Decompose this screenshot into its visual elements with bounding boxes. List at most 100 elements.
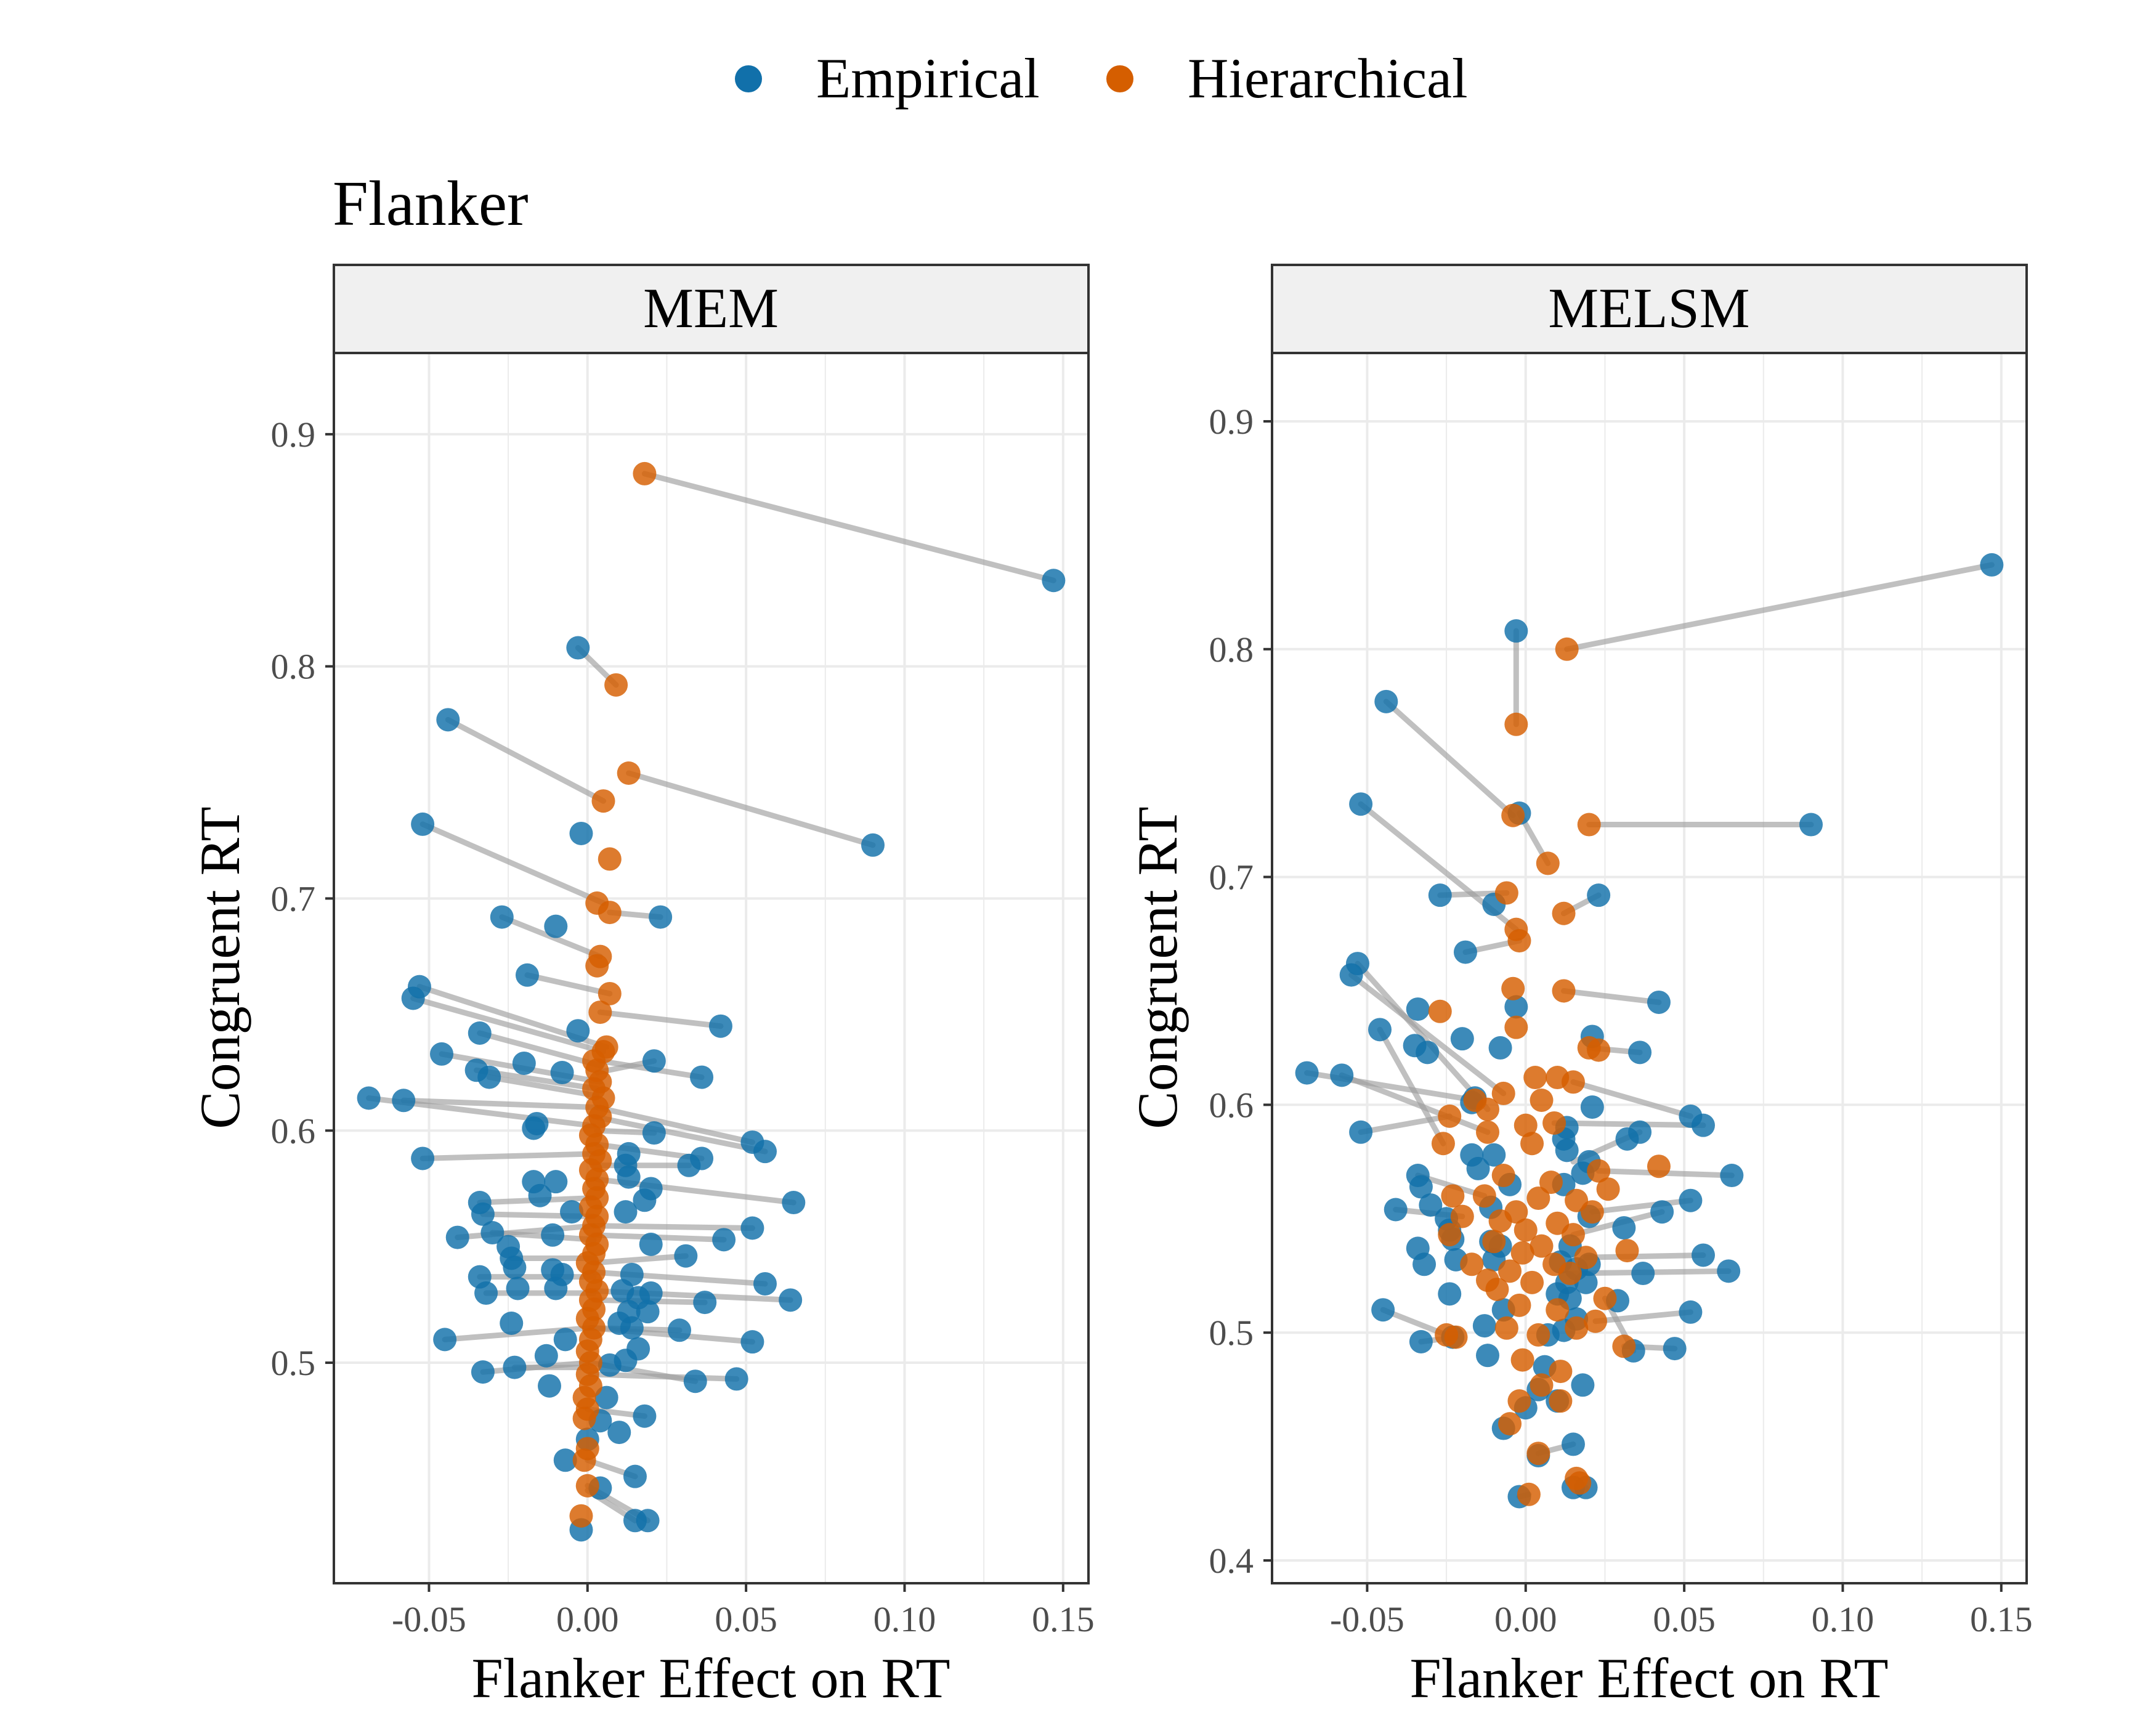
empirical-point	[436, 708, 460, 732]
x-axis-label-mem: Flanker Effect on RT	[471, 1647, 950, 1710]
empirical-point	[538, 1374, 561, 1398]
empirical-point	[1504, 619, 1528, 643]
empirical-point	[1692, 1243, 1715, 1267]
x-tick-label-melsm: 0.05	[1653, 1599, 1716, 1639]
empirical-point	[1663, 1337, 1687, 1361]
panel-mem: MEM -0.05 0.00 0.05 0.10 0.15 0.5 0.6 0.7 0.8 0.9…	[188, 264, 1095, 1710]
figure-title: Flanker	[333, 168, 529, 239]
empirical-point	[566, 1019, 590, 1043]
empirical-point	[512, 1051, 536, 1075]
x-tick-label-melsm: 0.10	[1812, 1599, 1874, 1639]
hierarchical-point	[1647, 1154, 1671, 1178]
empirical-point	[779, 1288, 803, 1312]
x-tick-label-melsm: 0.15	[1970, 1599, 2033, 1639]
hierarchical-point	[1507, 1293, 1531, 1317]
panel-strip-label-melsm: MELSM	[1548, 277, 1749, 339]
empirical-point	[1330, 1063, 1354, 1087]
empirical-point	[1580, 1095, 1604, 1119]
hierarchical-point	[569, 1504, 593, 1528]
empirical-point	[617, 1165, 641, 1189]
connector-line	[594, 1105, 755, 1145]
hierarchical-point	[604, 673, 628, 697]
hierarchical-point	[617, 761, 641, 785]
empirical-point	[1980, 553, 2004, 577]
empirical-point	[480, 1221, 505, 1245]
y-tick-label-melsm: 0.6	[1209, 1085, 1254, 1125]
connector-line	[641, 471, 1056, 583]
hierarchical-point	[1565, 1316, 1589, 1340]
hierarchical-point	[1568, 1471, 1592, 1495]
hierarchical-point	[1428, 999, 1452, 1023]
hierarchical-point	[1441, 1184, 1465, 1208]
hierarchical-point	[1555, 637, 1579, 661]
empirical-point	[674, 1244, 698, 1268]
empirical-point	[503, 1255, 527, 1280]
hierarchical-point	[1438, 1104, 1462, 1128]
connector-line	[419, 1151, 597, 1161]
x-tick-label-mem: -0.05	[392, 1599, 466, 1639]
empirical-point	[566, 636, 590, 660]
x-axis-label-melsm: Flanker Effect on RT	[1409, 1647, 1888, 1710]
hierarchical-point	[1546, 1298, 1570, 1322]
empirical-point	[677, 1153, 701, 1177]
hierarchical-point	[1491, 1164, 1515, 1188]
hierarchical-point	[1530, 1234, 1554, 1258]
empirical-point	[598, 1353, 622, 1377]
empirical-point	[560, 1200, 584, 1224]
empirical-point	[500, 1311, 524, 1335]
empirical-point	[471, 1360, 495, 1384]
empirical-point	[430, 1042, 453, 1066]
empirical-point	[1371, 1298, 1395, 1322]
connector-line	[1377, 1026, 1446, 1146]
connector-line	[400, 1097, 600, 1111]
x-tick-label-melsm: 0.00	[1494, 1599, 1557, 1639]
hierarchical-point	[1587, 1159, 1611, 1183]
hierarchical-point	[1498, 1259, 1522, 1283]
hierarchical-point	[1514, 1113, 1538, 1137]
empirical-point	[477, 1065, 501, 1089]
hierarchical-point	[1482, 1230, 1506, 1254]
points-melsm	[1295, 553, 2004, 1509]
empirical-point	[649, 905, 673, 929]
points-mem	[357, 461, 1066, 1542]
empirical-point	[712, 1228, 736, 1252]
legend: Empirical Hierarchical	[735, 47, 1468, 110]
y-tick-label-mem: 0.8	[271, 647, 316, 687]
connector-line	[1339, 1072, 1491, 1135]
x-tick-label-mem: 0.10	[873, 1599, 936, 1639]
hierarchical-point	[1523, 1066, 1547, 1090]
x-tick-label-mem: 0.00	[556, 1599, 619, 1639]
hierarchical-point	[1530, 1088, 1554, 1112]
empirical-point	[1374, 689, 1398, 713]
hierarchical-point	[598, 847, 622, 871]
hierarchical-point	[1552, 901, 1576, 925]
empirical-point	[1799, 813, 1823, 837]
hierarchical-point	[1552, 979, 1576, 1003]
empirical-point	[528, 1183, 552, 1207]
empirical-point	[468, 1021, 492, 1045]
plot-frame-mem	[333, 352, 1090, 1584]
empirical-point	[1349, 792, 1373, 816]
hierarchical-point	[1520, 1132, 1544, 1156]
y-axis-label-melsm: Congruent RT	[1126, 806, 1189, 1129]
hierarchical-point	[1615, 1239, 1639, 1263]
hierarchical-point	[598, 981, 622, 1005]
connector-line	[445, 716, 606, 804]
y-tick-label-melsm: 0.4	[1209, 1541, 1254, 1581]
connector-line	[597, 1009, 724, 1029]
hierarchical-point	[633, 461, 657, 485]
empirical-point	[633, 1404, 657, 1428]
empirical-point	[569, 821, 593, 845]
hierarchical-point	[1504, 712, 1528, 736]
connector-line	[419, 821, 606, 906]
empirical-point	[782, 1191, 806, 1215]
hierarchical-point	[1612, 1334, 1636, 1358]
connector-line	[1564, 562, 1995, 652]
hierarchical-point	[1463, 1088, 1487, 1112]
hierarchical-point	[1526, 1323, 1550, 1347]
empirical-point	[525, 1111, 549, 1135]
hierarchical-point	[1549, 1389, 1573, 1413]
empirical-point	[1615, 1127, 1639, 1151]
x-tick-label-mem: 0.05	[715, 1599, 777, 1639]
